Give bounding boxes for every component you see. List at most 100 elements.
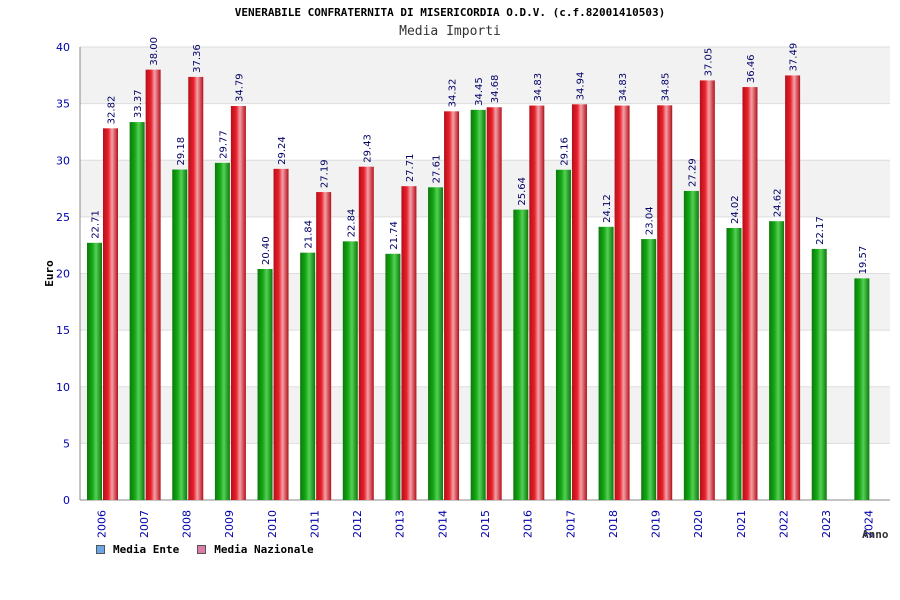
- data-label-media-ente-2023: 22.17: [815, 216, 826, 245]
- x-tick-label: 2024: [863, 510, 876, 538]
- y-tick-label: 5: [63, 437, 70, 450]
- bar-media-nazionale-2018: [614, 105, 630, 501]
- x-tick-label: 2020: [692, 510, 705, 538]
- bar-media-ente-2017: [555, 169, 571, 500]
- x-tick-label: 2009: [223, 510, 236, 538]
- legend-label-media-nazionale: Media Nazionale: [214, 543, 314, 556]
- data-label-media-nazionale-2016: 34.83: [533, 73, 544, 102]
- bar-media-ente-2013: [385, 253, 401, 500]
- data-label-media-ente-2021: 24.02: [730, 195, 741, 224]
- data-label-media-nazionale-2009: 34.79: [234, 73, 245, 102]
- bar-media-ente-2024: [854, 278, 870, 500]
- data-label-media-nazionale-2018: 34.83: [618, 73, 629, 102]
- legend-label-media-ente: Media Ente: [113, 543, 180, 556]
- data-label-media-ente-2022: 24.62: [773, 189, 784, 218]
- legend-swatch-media-ente: [96, 545, 105, 554]
- bar-media-nazionale-2019: [657, 105, 673, 500]
- bar-media-nazionale-2015: [486, 107, 502, 501]
- data-label-media-ente-2013: 21.74: [389, 221, 400, 250]
- bar-media-ente-2023: [811, 248, 827, 500]
- data-label-media-nazionale-2006: 32.82: [107, 96, 118, 125]
- bar-media-nazionale-2008: [188, 76, 204, 500]
- legend-item-media-ente: Media Ente: [96, 543, 179, 556]
- y-tick-label: 15: [56, 324, 70, 337]
- bar-media-nazionale-2013: [401, 186, 417, 500]
- bar-media-ente-2010: [257, 268, 273, 500]
- x-tick-label: 2014: [436, 510, 449, 538]
- data-label-media-ente-2014: 27.61: [432, 155, 443, 184]
- bar-media-ente-2009: [214, 162, 230, 501]
- bar-media-ente-2016: [513, 209, 529, 500]
- data-label-media-ente-2009: 29.77: [218, 130, 229, 159]
- x-tick-label: 2021: [735, 510, 748, 538]
- bar-media-ente-2007: [129, 122, 145, 500]
- data-label-media-nazionale-2012: 29.43: [362, 134, 373, 163]
- bar-media-nazionale-2012: [358, 166, 374, 500]
- legend-item-media-nazionale: Media Nazionale: [197, 543, 314, 556]
- bar-media-nazionale-2014: [444, 111, 460, 501]
- bar-media-ente-2014: [428, 187, 444, 500]
- bar-media-nazionale-2017: [571, 104, 587, 500]
- data-label-media-ente-2010: 20.40: [261, 236, 272, 265]
- data-label-media-nazionale-2014: 34.32: [448, 79, 459, 108]
- bar-media-ente-2021: [726, 227, 742, 500]
- x-tick-label: 2007: [138, 510, 151, 538]
- data-label-media-ente-2016: 25.64: [517, 177, 528, 206]
- x-tick-label: 2023: [820, 510, 833, 538]
- x-tick-label: 2013: [394, 510, 407, 538]
- data-label-media-nazionale-2007: 38.00: [149, 37, 160, 66]
- data-label-media-nazionale-2017: 34.94: [575, 72, 586, 101]
- y-tick-label: 30: [56, 154, 70, 167]
- y-tick-label: 20: [56, 268, 70, 281]
- x-tick-label: 2019: [650, 510, 663, 538]
- data-label-media-nazionale-2020: 37.05: [703, 48, 714, 77]
- data-label-media-ente-2012: 22.84: [346, 209, 357, 238]
- data-label-media-ente-2007: 33.37: [133, 89, 144, 118]
- y-tick-label: 0: [63, 494, 70, 507]
- bar-media-nazionale-2016: [529, 105, 545, 501]
- bar-media-ente-2018: [598, 226, 614, 500]
- x-axis-label: Anno: [862, 528, 889, 541]
- x-tick-label: 2011: [308, 510, 321, 538]
- x-tick-label: 2006: [95, 510, 108, 538]
- x-tick-label: 2017: [564, 510, 577, 538]
- x-tick-label: 2022: [777, 510, 790, 538]
- y-tick-label: 35: [56, 98, 70, 111]
- x-tick-label: 2018: [607, 510, 620, 538]
- data-label-media-nazionale-2013: 27.71: [405, 154, 416, 183]
- chart-title: VENERABILE CONFRATERNITA DI MISERICORDIA…: [234, 6, 666, 19]
- data-label-media-ente-2019: 23.04: [645, 206, 656, 235]
- x-tick-label: 2012: [351, 510, 364, 538]
- bar-media-ente-2022: [769, 221, 785, 500]
- x-tick-label: 2010: [266, 510, 279, 538]
- bar-media-nazionale-2010: [273, 168, 289, 500]
- data-label-media-ente-2015: 34.45: [474, 77, 485, 106]
- bar-media-nazionale-2011: [316, 192, 332, 501]
- bar-media-ente-2008: [172, 169, 188, 500]
- data-label-media-nazionale-2011: 27.19: [320, 159, 331, 188]
- data-label-media-nazionale-2010: 29.24: [277, 136, 288, 165]
- bar-media-nazionale-2009: [230, 106, 246, 501]
- data-label-media-ente-2018: 24.12: [602, 194, 613, 223]
- data-label-media-nazionale-2019: 34.85: [661, 73, 672, 102]
- bar-media-nazionale-2022: [785, 75, 801, 500]
- data-label-media-ente-2006: 22.71: [91, 210, 102, 239]
- data-label-media-ente-2020: 27.29: [687, 158, 698, 187]
- y-axis-label: Euro: [43, 260, 56, 287]
- x-tick-label: 2008: [181, 510, 194, 538]
- bar-media-ente-2006: [87, 242, 102, 500]
- data-label-media-ente-2017: 29.16: [559, 137, 570, 166]
- data-label-media-nazionale-2008: 37.36: [192, 44, 203, 73]
- bar-media-ente-2019: [641, 239, 657, 500]
- x-tick-label: 2016: [522, 510, 535, 538]
- data-label-media-ente-2008: 29.18: [176, 137, 187, 166]
- bar-media-nazionale-2021: [742, 87, 758, 500]
- y-tick-label: 40: [56, 41, 70, 54]
- bar-media-nazionale-2006: [103, 128, 118, 500]
- bar-media-nazionale-2020: [699, 80, 715, 500]
- legend: Media Ente Media Nazionale: [96, 543, 314, 556]
- data-label-media-nazionale-2015: 34.68: [490, 75, 501, 104]
- y-tick-label: 25: [56, 211, 70, 224]
- y-tick-label: 10: [56, 381, 70, 394]
